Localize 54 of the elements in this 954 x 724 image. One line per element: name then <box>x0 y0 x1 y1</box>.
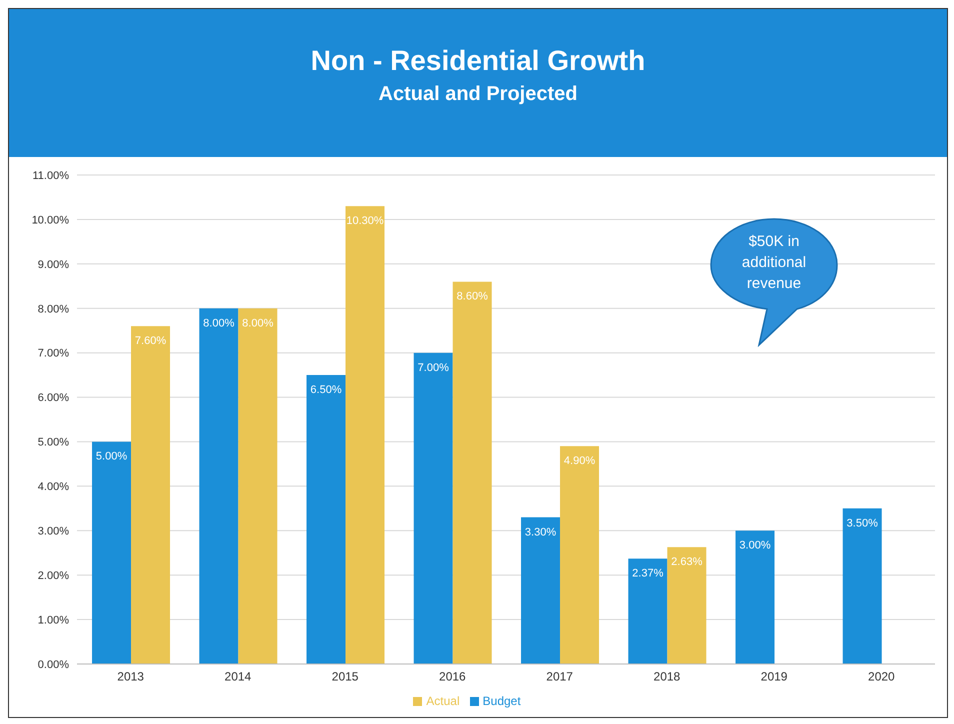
data-label: 7.00% <box>418 362 450 374</box>
annotation: $50K in additional revenue <box>740 232 808 294</box>
legend-label: Actual <box>426 694 460 708</box>
bar <box>414 352 453 664</box>
x-tick-label: 2019 <box>760 670 788 684</box>
data-label: 3.50% <box>846 517 878 530</box>
y-tick-label: 10.00% <box>32 214 70 226</box>
y-tick-label: 6.00% <box>38 392 70 404</box>
data-label: 4.90% <box>564 455 596 468</box>
y-tick-label: 8.00% <box>38 303 70 316</box>
bar <box>736 530 775 664</box>
x-tick-label: 2020 <box>868 670 896 684</box>
data-label: 8.60% <box>456 290 488 303</box>
data-label: 10.30% <box>346 215 384 228</box>
bar <box>199 308 238 664</box>
data-label: 8.00% <box>242 317 274 330</box>
bar <box>346 206 385 664</box>
y-tick-label: 3.00% <box>38 526 70 538</box>
data-label: 3.00% <box>739 540 771 552</box>
chart-title: Non - Residential Growth <box>310 45 646 77</box>
bar <box>628 558 668 664</box>
legend-label: Budget <box>482 694 521 708</box>
bar <box>560 446 600 664</box>
data-label: 6.50% <box>310 384 342 396</box>
bar <box>667 547 706 664</box>
y-tick-label: 4.00% <box>38 481 70 494</box>
x-tick-label: 2016 <box>439 670 466 684</box>
y-tick-label: 0.00% <box>38 658 70 671</box>
chart-subtitle: Actual and Projected <box>378 83 578 106</box>
bar <box>452 282 492 664</box>
x-tick-label: 2015 <box>332 670 359 684</box>
x-tick-label: 2014 <box>224 670 252 684</box>
x-tick-label: 2018 <box>654 670 681 684</box>
bar <box>238 308 278 664</box>
y-tick-label: 1.00% <box>38 614 70 626</box>
bar <box>306 375 346 664</box>
speech-bubble: $50K in additional revenue <box>709 217 839 347</box>
data-label: 7.60% <box>134 335 166 348</box>
y-tick-label: 9.00% <box>38 258 70 271</box>
y-tick-label: 7.00% <box>38 348 70 360</box>
data-label: 2.63% <box>671 556 703 568</box>
data-label: 3.30% <box>524 526 556 538</box>
data-label: 8.00% <box>203 317 235 330</box>
x-tick-label: 2013 <box>117 670 144 684</box>
y-tick-label: 11.00% <box>32 170 70 182</box>
bar <box>842 508 882 664</box>
bar <box>521 517 560 664</box>
data-label: 2.37% <box>632 568 664 580</box>
bar <box>131 326 170 664</box>
x-tick-label: 2017 <box>546 670 574 684</box>
data-label: 5.00% <box>96 450 128 463</box>
y-tick-label: 2.00% <box>38 570 70 582</box>
bar <box>92 442 132 664</box>
y-tick-label: 5.00% <box>38 436 70 449</box>
